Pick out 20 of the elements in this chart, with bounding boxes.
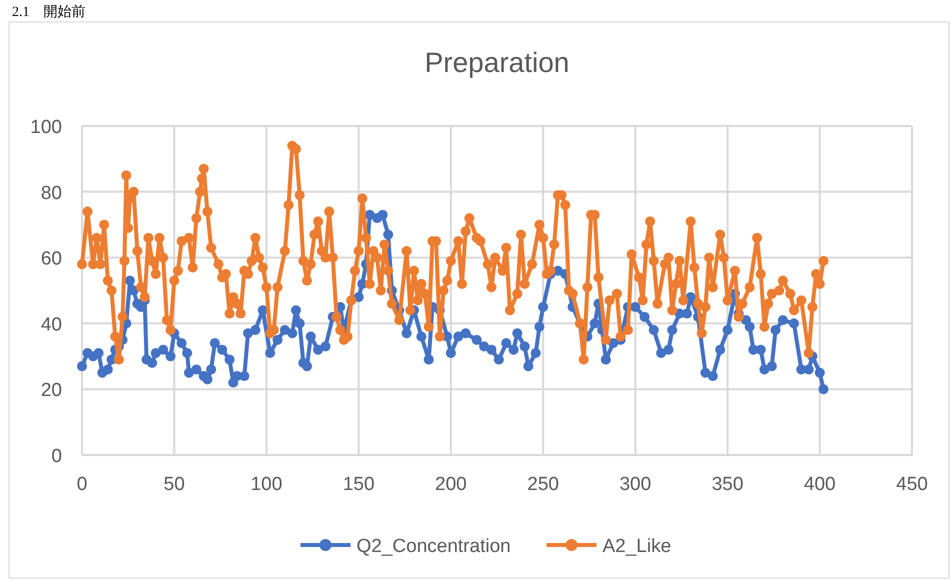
x-tick-label: 400	[804, 474, 836, 495]
y-tick-label: 0	[51, 446, 62, 467]
y-tick-label: 80	[40, 182, 62, 204]
y-tick-label: 40	[40, 314, 62, 336]
x-tick-label: 0	[76, 474, 88, 495]
x-tick-label: 200	[435, 474, 467, 495]
x-tick-label: 50	[164, 474, 185, 495]
legend-label: Q2_Concentration	[356, 536, 511, 557]
x-tick-label: 150	[342, 474, 375, 495]
x-tick-label: 300	[619, 474, 652, 495]
chart-title: Preparation	[424, 47, 570, 78]
y-tick-label: 60	[40, 248, 62, 270]
text: 2.1 開始前	[12, 4, 86, 20]
x-tick-label: 450	[896, 474, 928, 495]
x-tick-label: 100	[250, 474, 282, 495]
x-tick-label: 250	[527, 474, 559, 495]
y-tick-label: 100	[30, 117, 62, 138]
x-tick-label: 350	[712, 474, 744, 495]
legend-label: A2_Like	[602, 536, 672, 557]
y-tick-label: 20	[40, 380, 62, 402]
